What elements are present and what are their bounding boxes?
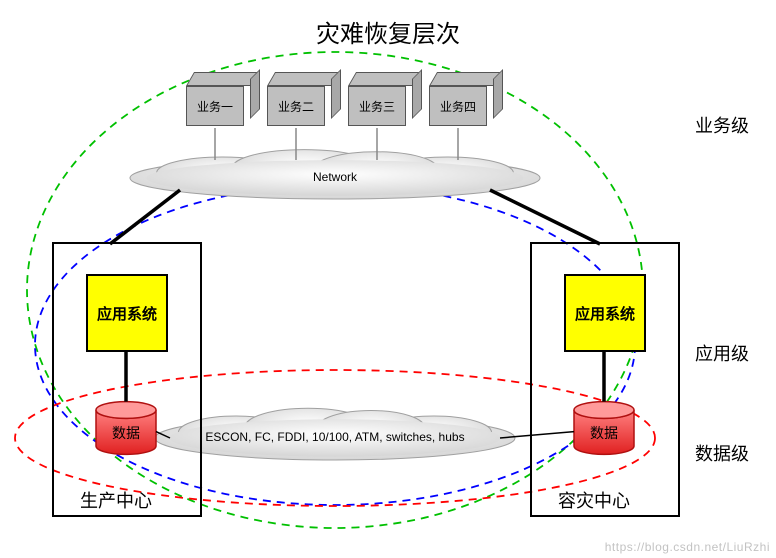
db-label-left: 数据 [106, 423, 146, 443]
diagram-title: 灾难恢复层次 [0, 14, 776, 49]
business-box-1: 业务二 [267, 72, 333, 128]
cloud-top-label: Network [295, 170, 375, 184]
datacenter-left-name: 生产中心 [80, 487, 152, 513]
connector-cloud-to-dc-1 [490, 190, 600, 244]
app-system-left: 应用系统 [86, 274, 168, 352]
datacenter-right-name: 容灾中心 [558, 487, 630, 513]
watermark: https://blog.csdn.net/LiuRzhi [605, 540, 770, 554]
app-system-right: 应用系统 [564, 274, 646, 352]
cloud-bottom-label: ESCON, FC, FDDI, 10/100, ATM, switches, … [185, 430, 485, 444]
business-box-0: 业务一 [186, 72, 252, 128]
tier-label-data: 数据级 [695, 440, 749, 466]
tier-label-business: 业务级 [695, 112, 749, 138]
business-box-label-1: 业务二 [267, 86, 325, 126]
db-label-right: 数据 [584, 423, 624, 443]
business-box-label-0: 业务一 [186, 86, 244, 126]
business-box-label-3: 业务四 [429, 86, 487, 126]
business-box-label-2: 业务三 [348, 86, 406, 126]
business-box-2: 业务三 [348, 72, 414, 128]
tier-label-app: 应用级 [695, 340, 749, 366]
connector-cloud-to-dc-0 [110, 190, 180, 244]
business-box-3: 业务四 [429, 72, 495, 128]
